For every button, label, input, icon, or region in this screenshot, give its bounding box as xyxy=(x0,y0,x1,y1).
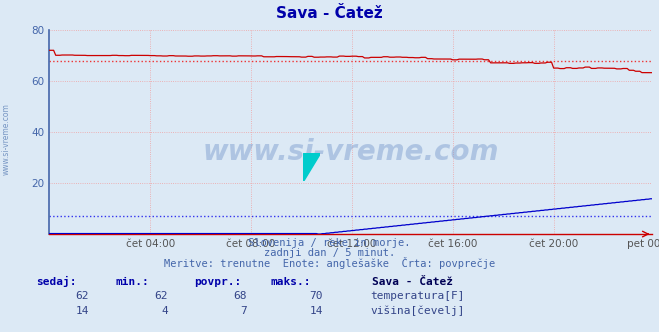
Text: www.si-vreme.com: www.si-vreme.com xyxy=(2,104,11,175)
Text: zadnji dan / 5 minut.: zadnji dan / 5 minut. xyxy=(264,248,395,258)
Text: povpr.:: povpr.: xyxy=(194,277,242,287)
Text: sedaj:: sedaj: xyxy=(36,276,76,287)
Text: 14: 14 xyxy=(76,306,89,316)
Text: 62: 62 xyxy=(155,291,168,301)
Text: 62: 62 xyxy=(76,291,89,301)
Text: Meritve: trenutne  Enote: anglešaške  Črta: povprečje: Meritve: trenutne Enote: anglešaške Črta… xyxy=(164,257,495,269)
Text: www.si-vreme.com: www.si-vreme.com xyxy=(203,138,499,166)
Polygon shape xyxy=(303,153,320,181)
Text: 4: 4 xyxy=(161,306,168,316)
Text: Sava - Čatež: Sava - Čatež xyxy=(372,277,453,287)
Text: 14: 14 xyxy=(310,306,323,316)
Text: min.:: min.: xyxy=(115,277,149,287)
Text: 7: 7 xyxy=(241,306,247,316)
Text: temperatura[F]: temperatura[F] xyxy=(370,291,465,301)
Text: 70: 70 xyxy=(310,291,323,301)
Text: maks.:: maks.: xyxy=(270,277,310,287)
Text: Sava - Čatež: Sava - Čatež xyxy=(276,6,383,21)
Text: Slovenija / reke in morje.: Slovenija / reke in morje. xyxy=(248,238,411,248)
Text: višina[čevelj]: višina[čevelj] xyxy=(370,305,465,316)
Text: 68: 68 xyxy=(234,291,247,301)
